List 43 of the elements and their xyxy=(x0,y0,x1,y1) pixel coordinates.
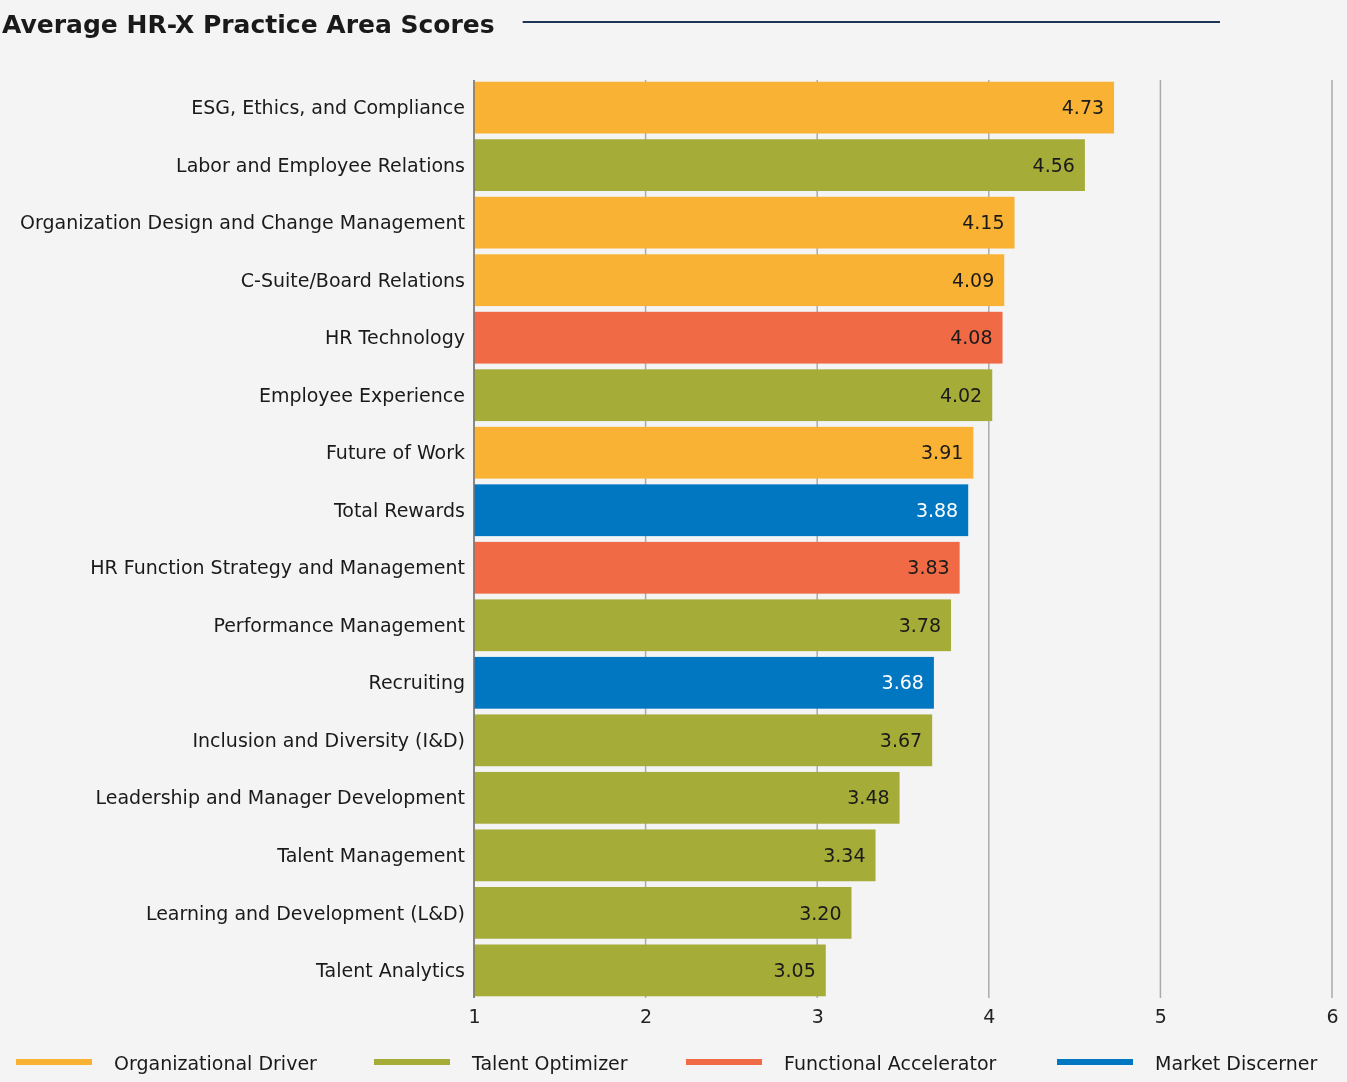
y-tick-label: Leadership and Manager Development xyxy=(95,786,465,809)
y-tick-label: Talent Analytics xyxy=(315,959,465,982)
y-tick-label: Recruiting xyxy=(368,671,465,694)
y-tick-label: HR Technology xyxy=(325,326,465,349)
y-tick-label: Performance Management xyxy=(213,613,465,636)
data-label: 3.68 xyxy=(881,671,924,694)
data-label: 3.91 xyxy=(921,441,964,464)
data-label: 3.34 xyxy=(823,844,866,866)
x-tick-label: 4 xyxy=(983,1005,996,1028)
data-label: 4.15 xyxy=(962,211,1005,234)
data-label: 3.67 xyxy=(879,728,923,751)
y-tick-label: HR Function Strategy and Management xyxy=(90,556,465,579)
data-label: 4.09 xyxy=(951,268,995,291)
y-tick-label: Talent Management xyxy=(276,844,465,866)
data-label: 3.88 xyxy=(915,498,959,521)
y-tick-label: Organization Design and Change Management xyxy=(20,211,465,234)
x-tick-label: 5 xyxy=(1154,1005,1167,1028)
legend-label: Functional Accelerator xyxy=(784,1051,997,1074)
x-tick-label: 1 xyxy=(468,1005,481,1028)
data-label: 3.83 xyxy=(907,556,950,579)
data-label: 3.20 xyxy=(799,901,842,924)
y-tick-label: ESG, Ethics, and Compliance xyxy=(191,96,465,119)
y-tick-label: Labor and Employee Relations xyxy=(176,153,465,176)
x-tick-label: 2 xyxy=(640,1005,653,1028)
x-tick-label: 6 xyxy=(1326,1005,1339,1028)
y-tick-label: C-Suite/Board Relations xyxy=(240,268,465,291)
y-tick-label: Total Rewards xyxy=(332,498,465,521)
data-label: 4.08 xyxy=(950,326,993,349)
text: Average HR-X Practice Area Scores xyxy=(2,10,495,39)
data-label: 3.48 xyxy=(847,786,890,809)
data-label: 4.56 xyxy=(1032,153,1075,176)
y-tick-label: Employee Experience xyxy=(258,383,465,406)
x-tick-label: 3 xyxy=(811,1005,824,1028)
data-label: 4.73 xyxy=(1061,96,1105,119)
data-label: 4.02 xyxy=(939,383,983,406)
data-label: 3.78 xyxy=(898,613,942,636)
legend-label: Talent Optimizer xyxy=(471,1051,628,1074)
y-tick-label: Future of Work xyxy=(325,441,465,464)
legend-label: Market Discerner xyxy=(1155,1051,1318,1074)
y-tick-label: Inclusion and Diversity (I&D) xyxy=(192,728,465,751)
y-tick-label: Learning and Development (L&D) xyxy=(145,901,465,924)
data-label: 3.05 xyxy=(773,959,816,982)
legend-label: Organizational Driver xyxy=(114,1051,318,1074)
